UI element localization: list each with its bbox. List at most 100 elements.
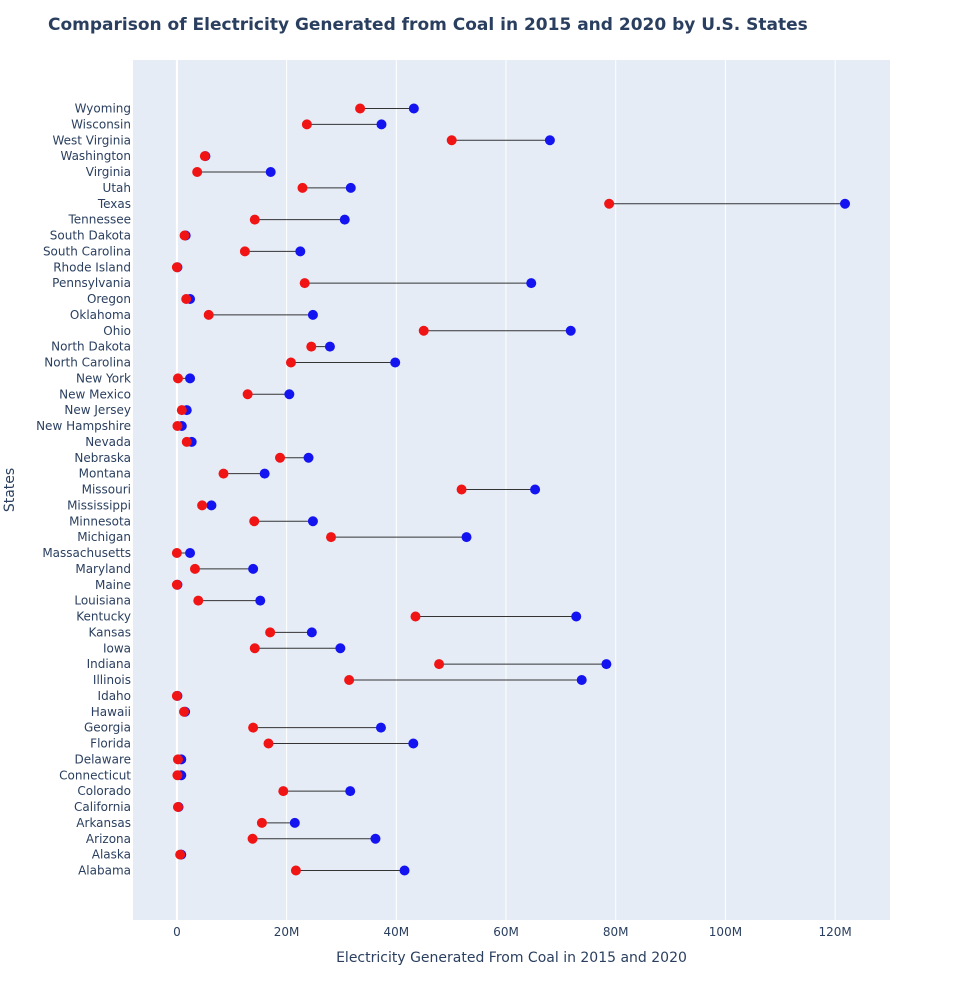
y-tick-label: Colorado <box>77 784 131 798</box>
y-tick-label: Kentucky <box>76 610 131 624</box>
y-tick-label: Washington <box>60 149 131 163</box>
point-2015 <box>399 865 410 876</box>
point-2020 <box>197 500 208 511</box>
y-tick-label: Kansas <box>89 625 131 639</box>
x-tick-label: 20M <box>274 925 300 939</box>
y-axis-title: States <box>2 468 18 512</box>
point-2015 <box>303 452 314 463</box>
point-2020 <box>278 786 289 797</box>
point-2020 <box>189 563 200 574</box>
point-2015 <box>345 786 356 797</box>
point-2020 <box>175 849 186 860</box>
point-2015 <box>840 198 851 209</box>
y-tick-label: West Virginia <box>52 133 131 147</box>
x-tick-label: 80M <box>603 925 629 939</box>
point-2015 <box>324 341 335 352</box>
y-tick-label: Maine <box>95 578 131 592</box>
point-2020 <box>172 770 183 781</box>
point-2015 <box>376 119 387 130</box>
point-2020 <box>172 754 183 765</box>
y-tick-label: Wisconsin <box>71 117 131 131</box>
point-2020 <box>355 103 366 114</box>
point-2020 <box>275 452 286 463</box>
y-tick-label: Nevada <box>85 435 131 449</box>
y-tick-label: Illinois <box>93 673 131 687</box>
y-tick-label: Utah <box>103 181 131 195</box>
y-tick-label: New Jersey <box>64 403 131 417</box>
x-tick-label: 120M <box>819 925 852 939</box>
point-2015 <box>255 595 266 606</box>
point-2015 <box>571 611 582 622</box>
point-2015 <box>375 722 386 733</box>
y-tick-label: Ohio <box>103 324 131 338</box>
point-2015 <box>408 738 419 749</box>
point-2020 <box>172 373 183 384</box>
y-tick-label: Delaware <box>74 752 131 766</box>
point-2015 <box>335 643 346 654</box>
point-2020 <box>249 516 260 527</box>
y-tick-label: Florida <box>90 737 131 751</box>
x-axis-title: Electricity Generated From Coal in 2015 … <box>336 950 687 966</box>
y-tick-labels: Alabama Alaska Arizona Arkansas California Co… <box>36 102 131 878</box>
point-2015 <box>339 214 350 225</box>
point-2020 <box>290 865 301 876</box>
point-2020 <box>434 659 445 670</box>
point-2020 <box>193 595 204 606</box>
point-2015 <box>544 135 555 146</box>
point-2015 <box>289 817 300 828</box>
y-tick-label: California <box>74 800 131 814</box>
point-2020 <box>171 690 182 701</box>
point-2020 <box>172 421 183 431</box>
point-2020 <box>179 230 190 241</box>
point-2020 <box>192 167 203 177</box>
point-2015 <box>185 373 196 384</box>
y-tick-label: South Carolina <box>43 244 131 258</box>
point-2020 <box>203 309 214 320</box>
y-tick-label: Alabama <box>78 864 131 878</box>
point-2020 <box>171 579 182 590</box>
point-2020 <box>218 468 229 479</box>
point-2020 <box>418 325 429 336</box>
y-tick-label: Minnesota <box>69 514 131 528</box>
y-tick-label: Louisiana <box>74 594 131 608</box>
y-tick-label: Virginia <box>86 165 131 179</box>
point-2015 <box>259 468 270 479</box>
y-tick-label: Indiana <box>87 657 131 671</box>
y-tick-label: Rhode Island <box>53 260 131 274</box>
point-2020 <box>249 214 260 225</box>
point-2015 <box>185 548 196 558</box>
point-2020 <box>239 246 250 257</box>
point-2020 <box>181 294 192 304</box>
point-2020 <box>179 706 190 717</box>
point-2020 <box>285 357 296 368</box>
y-tick-label: Arizona <box>86 832 131 846</box>
y-tick-label: Massachusetts <box>42 546 131 560</box>
point-2020 <box>242 389 253 400</box>
dumbbell-connectors <box>176 108 846 871</box>
y-tick-label: Montana <box>79 467 131 481</box>
y-tick-label: North Dakota <box>51 340 131 354</box>
y-tick-label: Texas <box>97 197 131 211</box>
point-2015 <box>530 484 541 495</box>
point-2015 <box>390 357 401 368</box>
y-tick-label: South Dakota <box>50 229 131 243</box>
y-tick-label: Maryland <box>75 562 131 576</box>
y-tick-label: New York <box>76 371 131 385</box>
x-tick-label: 40M <box>383 925 409 939</box>
point-2020 <box>306 341 317 352</box>
point-2015 <box>408 103 419 114</box>
x-tick-label: 100M <box>709 925 742 939</box>
point-2015 <box>307 309 318 320</box>
point-2020 <box>181 436 192 447</box>
y-tick-label: Nebraska <box>74 451 131 465</box>
y-tick-label: Hawaii <box>91 705 131 719</box>
point-2015 <box>576 675 587 685</box>
point-2020 <box>172 802 183 812</box>
point-2020 <box>326 532 337 543</box>
point-2020 <box>171 262 182 273</box>
point-2020 <box>297 182 308 193</box>
point-2020 <box>446 135 457 146</box>
y-tick-label: Connecticut <box>59 768 131 782</box>
y-tick-label: Wyoming <box>75 102 131 116</box>
